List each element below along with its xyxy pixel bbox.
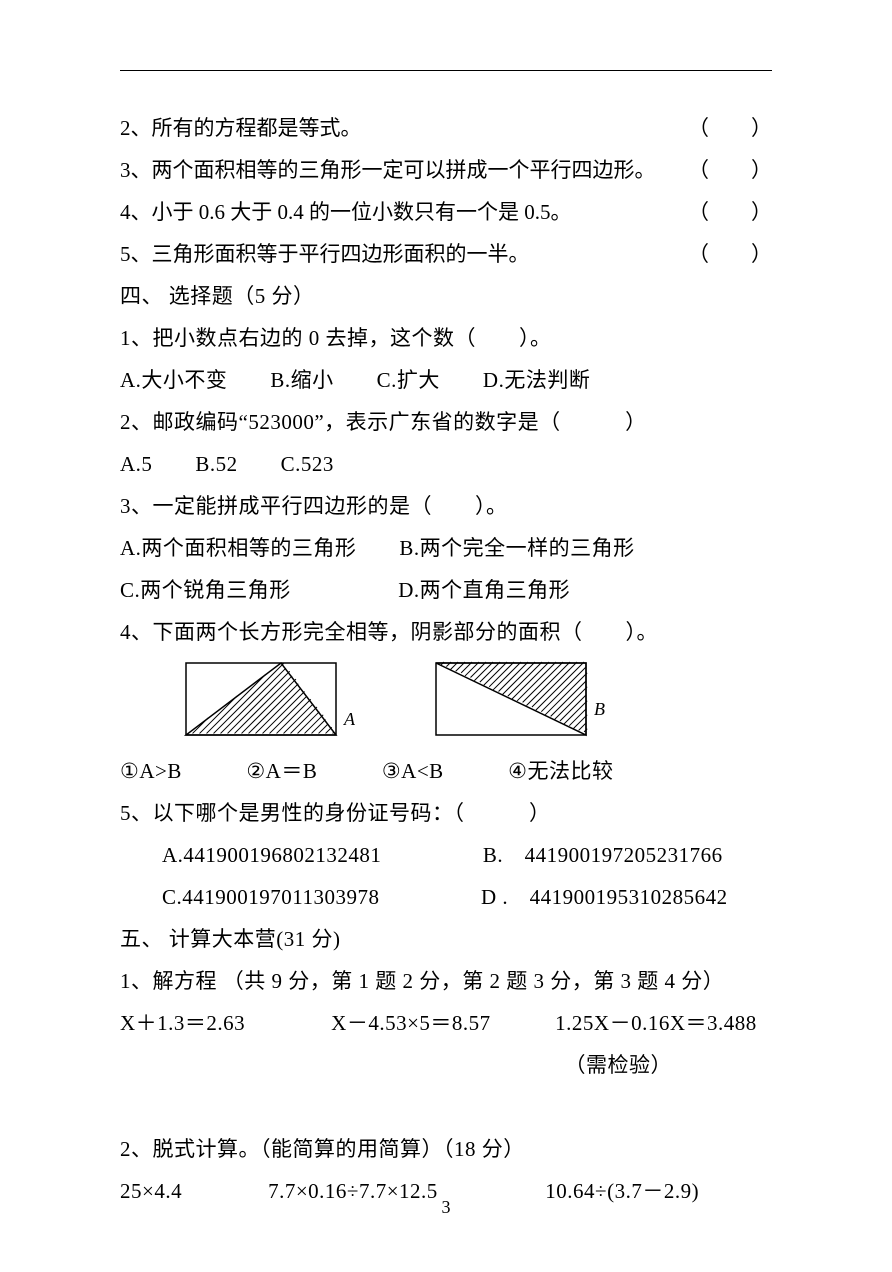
sec4-q5-stem: 5、以下哪个是男性的身份证号码：（ ） [120, 792, 772, 834]
page-header-rule [120, 70, 772, 71]
sec4-q4-stem: 4、下面两个长方形完全相等，阴影部分的面积（ ）。 [120, 611, 772, 653]
sec4-q1-stem: 1、把小数点右边的 0 去掉，这个数（ ）。 [120, 317, 772, 359]
sec4-q5-optC: C.441900197011303978 [162, 885, 379, 909]
sec4-q3-stem: 3、一定能拼成平行四边形的是（ ）。 [120, 485, 772, 527]
page-number: 3 [0, 1197, 892, 1218]
sec4-q3-opts2: C.两个锐角三角形 D.两个直角三角形 [120, 569, 772, 611]
sec5-p1-stem: 1、解方程 （共 9 分，第 1 题 2 分，第 2 题 3 分，第 3 题 4… [120, 960, 772, 1002]
tf-q2: 2、所有的方程都是等式。 （ ） [120, 107, 772, 149]
svg-text:B: B [594, 699, 605, 719]
tf-q2-text: 2、所有的方程都是等式。 [120, 107, 362, 149]
tf-q5-paren: （ ） [688, 238, 772, 268]
tf-q3-text: 3、两个面积相等的三角形一定可以拼成一个平行四边形。 [120, 149, 656, 191]
tf-q5-text: 5、三角形面积等于平行四边形面积的一半。 [120, 233, 530, 275]
sec5-p1-eqs: X＋1.3＝2.63 X－4.53×5＝8.57 1.25X－0.16X＝3.4… [120, 1002, 772, 1044]
sec4-title: 四、 选择题（5 分） [120, 275, 772, 317]
triangle-b-svg: B [434, 661, 614, 741]
sec4-q3-opts1: A.两个面积相等的三角形 B.两个完全一样的三角形 [120, 527, 772, 569]
triangle-a-svg: A [184, 661, 364, 741]
sec5-p1-note: （需检验） [120, 1044, 772, 1086]
page-body: 2、所有的方程都是等式。 （ ） 3、两个面积相等的三角形一定可以拼成一个平行四… [0, 0, 892, 1272]
sec4-q2-stem: 2、邮政编码“523000”，表示广东省的数字是（ ） [120, 401, 772, 443]
sec4-q5-optA: A.441900196802132481 [162, 843, 381, 867]
tf-q2-paren: （ ） [688, 112, 772, 142]
sec4-q1-opts: A.大小不变 B.缩小 C.扩大 D.无法判断 [120, 359, 772, 401]
sec4-q5-optB: B. 441900197205231766 [483, 843, 723, 867]
sec4-q5-optD: D . 441900195310285642 [481, 885, 728, 909]
figure-a: A [184, 661, 364, 746]
figure-b: B [434, 661, 614, 746]
svg-text:A: A [343, 709, 356, 729]
blank-space [120, 1086, 772, 1128]
sec4-q5-row1: A.441900196802132481 B. 4419001972052317… [120, 834, 772, 876]
tf-q4: 4、小于 0.6 大于 0.4 的一位小数只有一个是 0.5。 （ ） [120, 191, 772, 233]
tf-q4-paren: （ ） [688, 196, 772, 226]
sec4-q4-opts: ①A>B ②A＝B ③A<B ④无法比较 [120, 750, 772, 792]
tf-q3-paren: （ ） [688, 154, 772, 184]
sec5-title: 五、 计算大本营(31 分) [120, 918, 772, 960]
sec4-q5-row2: C.441900197011303978 D . 441900195310285… [120, 876, 772, 918]
sec5-p2-stem: 2、脱式计算。（能简算的用简算）（18 分） [120, 1128, 772, 1170]
tf-q3: 3、两个面积相等的三角形一定可以拼成一个平行四边形。 （ ） [120, 149, 772, 191]
figure-row: A B [120, 653, 772, 750]
tf-q5: 5、三角形面积等于平行四边形面积的一半。 （ ） [120, 233, 772, 275]
sec4-q2-opts: A.5 B.52 C.523 [120, 443, 772, 485]
tf-q4-text: 4、小于 0.6 大于 0.4 的一位小数只有一个是 0.5。 [120, 191, 572, 233]
